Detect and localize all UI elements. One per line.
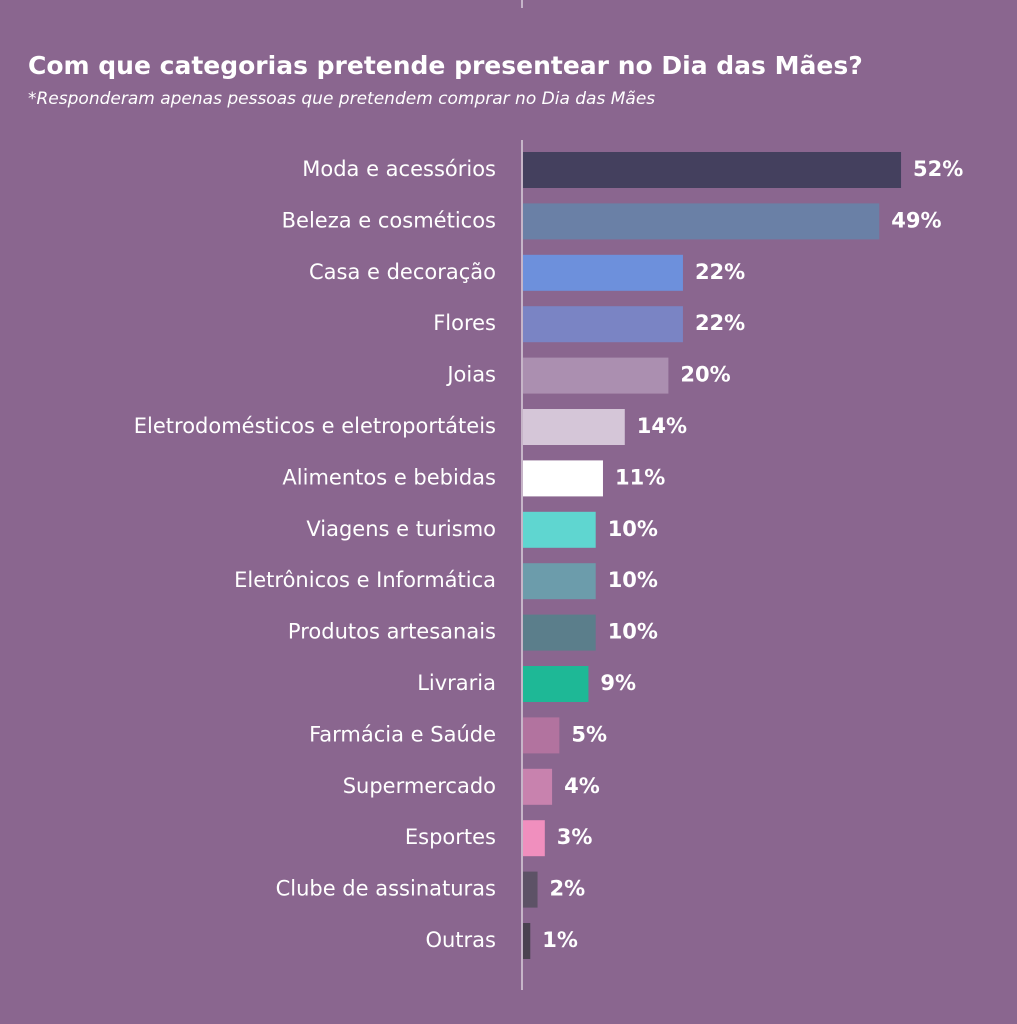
bar [523, 871, 538, 908]
category-label: Moda e acessórios [302, 157, 496, 181]
bar [523, 409, 625, 445]
value-label: 3% [557, 825, 593, 849]
category-label: Clube de assinaturas [276, 877, 496, 901]
bar [523, 306, 683, 343]
value-label: 22% [695, 311, 745, 335]
category-label: Joias [445, 363, 496, 387]
category-label: Flores [433, 311, 496, 335]
category-label: Farmácia e Saúde [309, 722, 496, 746]
value-label: 1% [542, 928, 578, 952]
chart-title: Com que categorias pretende presentear n… [28, 51, 863, 80]
category-label: Alimentos e bebidas [282, 465, 496, 489]
category-label: Outras [425, 928, 496, 952]
category-label: Eletrodomésticos e eletroportáteis [134, 414, 496, 438]
value-label: 2% [550, 877, 586, 901]
category-label: Casa e decoração [309, 260, 496, 284]
value-label: 22% [695, 260, 745, 284]
category-label: Esportes [405, 825, 496, 849]
bar [523, 203, 880, 240]
bar [523, 666, 589, 702]
bar [523, 254, 683, 291]
chart-subtitle: *Responderam apenas pessoas que pretende… [28, 89, 655, 109]
value-label: 11% [615, 465, 665, 489]
bar [523, 460, 603, 497]
category-label: Livraria [417, 671, 496, 695]
category-label: Eletrônicos e Informática [234, 568, 496, 592]
value-label: 10% [608, 568, 658, 592]
category-label: Viagens e turismo [306, 517, 496, 541]
bar [523, 717, 560, 754]
value-label: 10% [608, 620, 658, 644]
value-label: 9% [600, 671, 636, 695]
category-label: Beleza e cosméticos [282, 208, 496, 232]
category-label: Produtos artesanais [288, 620, 496, 644]
value-label: 5% [571, 722, 607, 746]
value-label: 20% [680, 363, 730, 387]
value-label: 14% [637, 414, 687, 438]
category-label: Supermercado [343, 774, 496, 798]
value-label: 4% [564, 774, 600, 798]
value-label: 49% [891, 208, 941, 232]
bar [523, 563, 596, 600]
value-label: 10% [608, 517, 658, 541]
bar [523, 152, 902, 188]
bar [523, 820, 545, 857]
bar [523, 614, 596, 651]
bar [523, 357, 669, 394]
bar [523, 511, 596, 548]
bar [523, 923, 531, 959]
value-label: 52% [913, 157, 963, 181]
bar [523, 768, 553, 805]
